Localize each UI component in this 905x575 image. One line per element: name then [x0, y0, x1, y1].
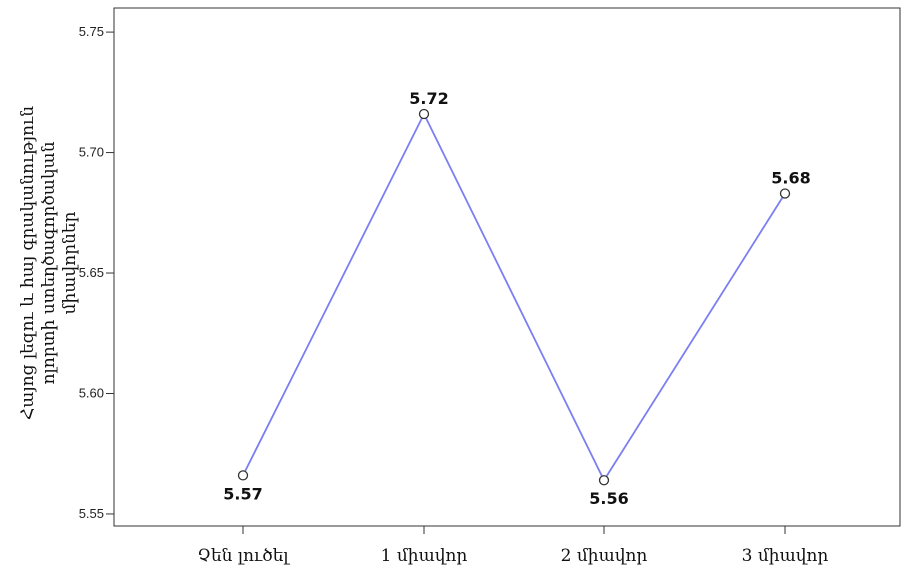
data-label: 5.57	[223, 484, 262, 503]
x-tick-label: 2 միավոր	[561, 546, 648, 566]
x-tick-label: 1 միավոր	[381, 546, 468, 566]
y-tick-label: 5.60	[79, 385, 104, 400]
data-point	[598, 475, 610, 486]
y-axis-title: Հայոց լեզու և հայ գրականությունոլորտի ստ…	[18, 106, 80, 420]
y-axis-ticks: 5.55 5.60 5.65 5.70 5.75	[79, 24, 114, 521]
y-axis-title-line: միավորներ	[60, 211, 80, 314]
y-tick-label: 5.55	[79, 506, 104, 521]
y-tick-label: 5.70	[79, 145, 104, 160]
data-label: 5.68	[771, 169, 810, 188]
x-tick-label: Չեն լուծել	[197, 546, 290, 566]
y-axis-title-line: ոլորտի ստեղծագործական	[39, 141, 59, 384]
data-point	[418, 108, 430, 120]
x-axis-ticks: Չեն լուծել 1 միավոր 2 միավոր 3 միավոր	[197, 526, 828, 566]
data-point	[237, 470, 249, 481]
data-labels: 5.57 5.72 5.56 5.68	[223, 89, 810, 508]
series-markers	[237, 108, 791, 486]
y-tick-label: 5.75	[79, 24, 104, 39]
x-tick-label: 3 միավոր	[742, 546, 829, 566]
data-point	[779, 188, 791, 199]
data-label: 5.72	[409, 89, 448, 108]
y-tick-label: 5.65	[79, 265, 104, 280]
series-line	[242, 111, 786, 483]
y-axis-title-line: Հայոց լեզու և հայ գրականություն	[18, 106, 38, 420]
plot-frame	[113, 7, 901, 527]
data-label: 5.56	[589, 489, 628, 508]
